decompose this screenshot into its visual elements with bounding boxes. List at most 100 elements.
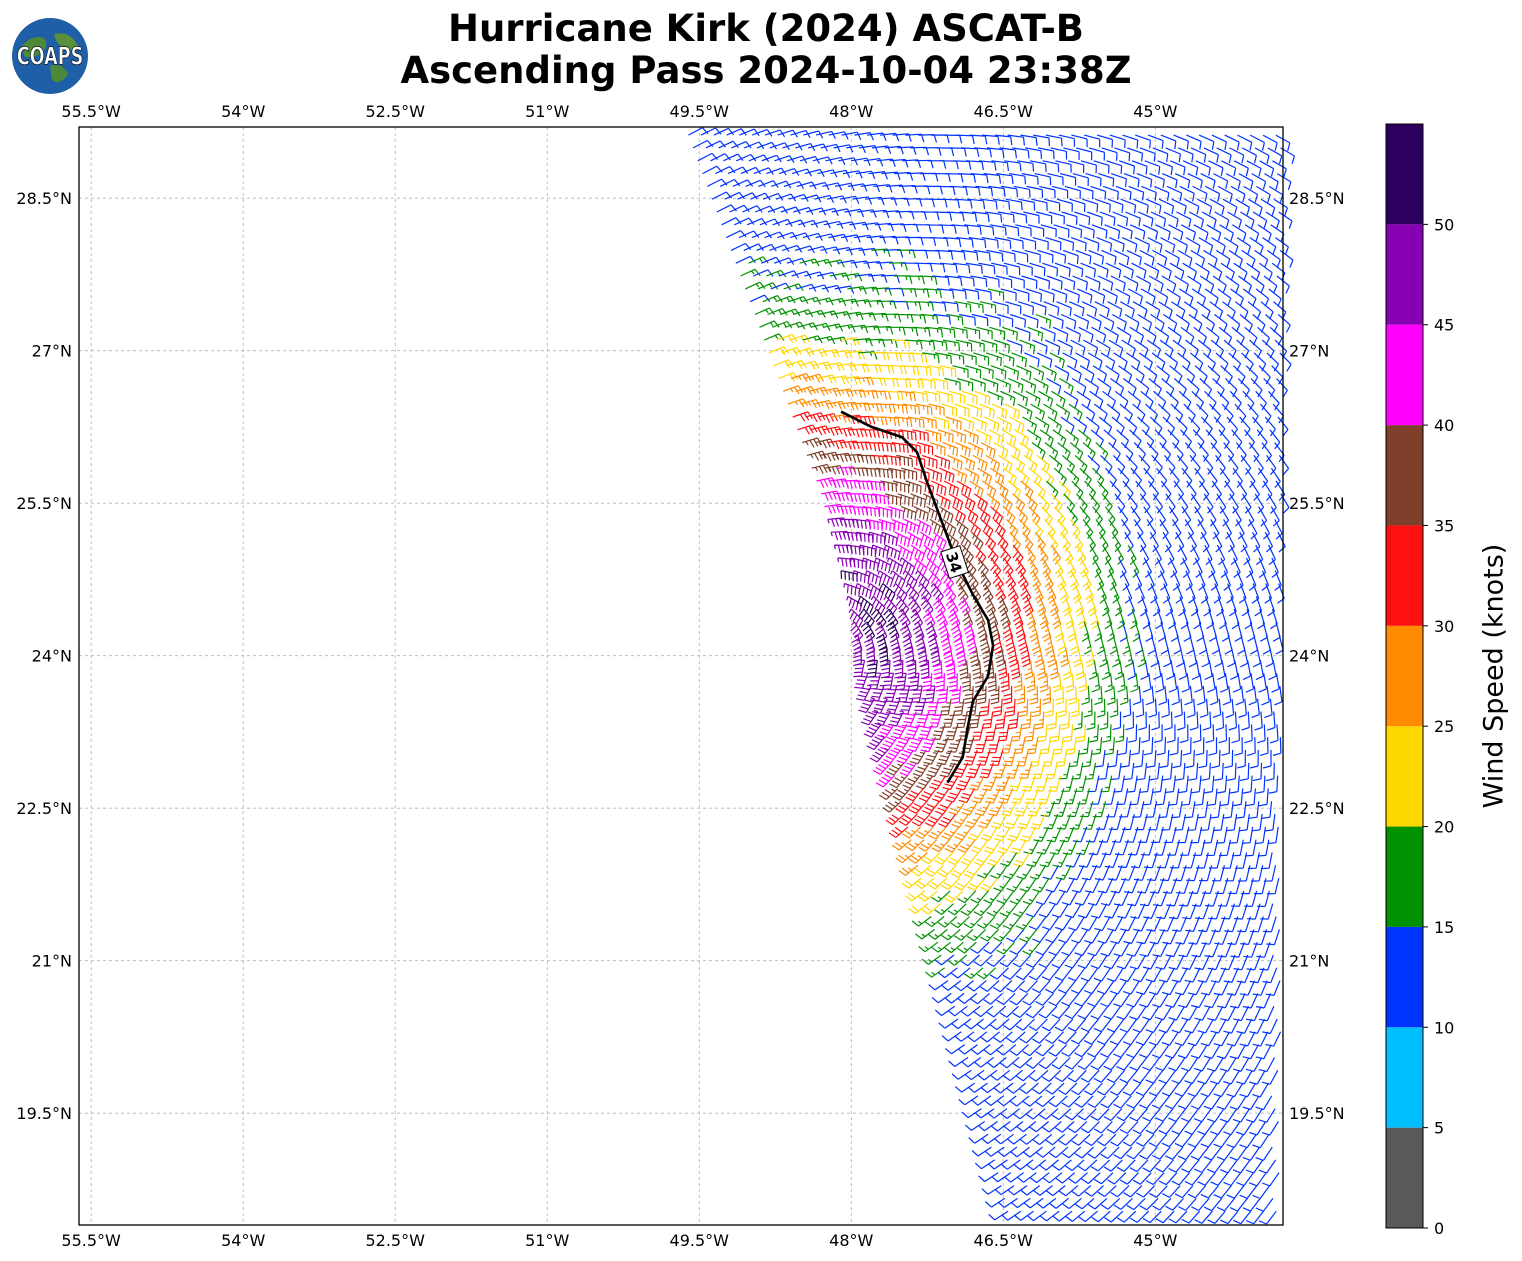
wind-barb [930,646,941,668]
wind-barb [1100,1197,1121,1210]
wind-barb [1238,173,1254,190]
x-tick-label-top: 45°W [1133,102,1177,121]
wind-barb [1251,173,1267,190]
wind-barb [1114,839,1129,856]
wind-barb [1181,467,1193,488]
wind-barb [1080,160,1097,174]
wind-barb [1205,724,1215,744]
wind-barb [931,377,949,390]
wind-barb [1245,365,1259,385]
wind-barb [999,493,1013,512]
wind-barb [1195,737,1205,756]
wind-barb [1000,390,1016,407]
wind-barb [1013,673,1023,693]
wind-barb [1027,326,1044,342]
wind-barb [1123,173,1140,188]
wind-barb [1132,685,1142,706]
wind-barb [1094,621,1103,642]
wind-barb [1096,1082,1116,1096]
wind-barb [1120,442,1134,462]
wind-barb [954,877,973,891]
wind-barb [1207,788,1218,806]
wind-barb [1017,813,1033,830]
wind-barb [1188,762,1199,781]
wind-barb [928,928,948,940]
colorbar-tick-label: 50 [1434,215,1454,234]
wind-barb [1157,621,1166,643]
wind-barb [1081,1172,1101,1184]
wind-barb [1187,275,1202,293]
wind-barb [753,167,774,175]
wind-barb [895,595,910,616]
wind-barb [973,352,990,366]
wind-barb [973,1005,994,1018]
wind-barb [915,928,935,940]
wind-barb [989,224,1007,236]
wind-barb [1145,685,1155,706]
wind-barb [1006,1082,1027,1094]
wind-barb [995,711,1007,730]
wind-barb [1026,288,1042,303]
wind-barb [1020,826,1037,842]
wind-barb [1154,185,1170,201]
wind-barb [1175,416,1188,436]
wind-barb [1010,1146,1031,1158]
wind-barb [942,711,956,728]
x-tick-label-bottom: 49.5°W [670,1231,730,1250]
wind-barb [919,275,938,286]
wind-barb [1274,519,1283,540]
wind-barb [757,282,779,290]
wind-barb [1178,1198,1197,1211]
wind-barb [1133,442,1147,462]
wind-barb [1184,1069,1202,1085]
wind-barb [1028,506,1041,526]
wind-barb [1159,519,1169,540]
wind-barb [1146,339,1162,358]
wind-barb [977,557,989,578]
wind-barb [748,154,770,162]
wind-barb [908,800,928,814]
wind-barb [922,352,940,364]
wind-barb [1076,390,1091,409]
wind-barb [932,788,950,803]
wind-barb [1197,801,1209,819]
wind-barb [961,800,979,816]
wind-barb [941,826,960,841]
wind-barb [1060,647,1070,668]
wind-barb [904,646,915,667]
wind-barb [951,813,969,828]
wind-barb [974,801,992,816]
wind-barb [893,377,912,388]
wind-barb [1202,352,1216,371]
wind-barb [1239,314,1253,333]
wind-barb [1050,249,1067,264]
wind-barb [1212,865,1225,882]
wind-barb [850,260,871,269]
wind-barb [922,249,941,260]
wind-barb [1058,1185,1079,1197]
wind-barb [831,311,852,320]
wind-barb [1223,237,1239,255]
wind-barb [1204,993,1221,1009]
colorbar-tick-label: 45 [1434,316,1454,335]
wind-barb [1090,185,1107,200]
wind-barb [1032,980,1051,994]
wind-barb [1168,467,1180,488]
wind-barb [871,493,890,505]
wind-barb [1247,621,1256,642]
wind-barb [1230,660,1239,681]
wind-barb [961,673,971,692]
wind-barb [1188,314,1203,332]
wind-barb [1184,442,1197,462]
wind-barb [1024,352,1040,368]
wind-barb [1037,660,1047,680]
wind-barb [1026,673,1036,693]
wind-barb [1132,1018,1150,1033]
wind-barb [1147,237,1163,253]
wind-barb [962,185,981,196]
wind-barb [1035,1146,1056,1158]
wind-barb [908,211,928,220]
wind-barb [993,442,1009,459]
wind-barb [893,275,913,284]
wind-barb [888,710,904,727]
